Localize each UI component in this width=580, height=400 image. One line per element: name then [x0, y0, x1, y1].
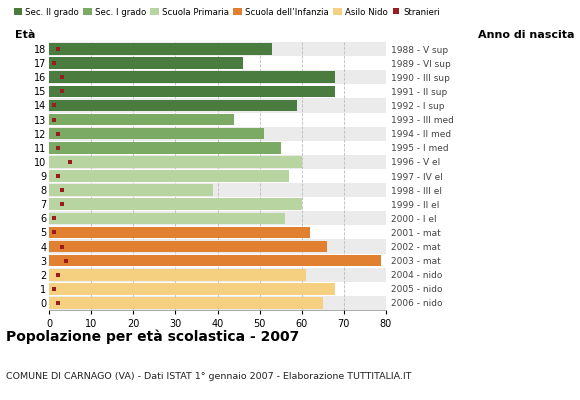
- Text: Popolazione per età scolastica - 2007: Popolazione per età scolastica - 2007: [6, 330, 299, 344]
- Bar: [49, 211, 386, 225]
- Bar: [49, 155, 386, 169]
- Bar: [49, 183, 386, 197]
- Bar: [49, 156, 302, 168]
- Bar: [49, 240, 386, 254]
- Bar: [49, 72, 335, 83]
- Bar: [49, 127, 386, 141]
- Bar: [49, 227, 310, 238]
- Bar: [49, 269, 306, 280]
- Bar: [49, 57, 243, 69]
- Bar: [49, 70, 386, 84]
- Bar: [49, 212, 285, 224]
- Bar: [49, 42, 386, 56]
- Text: COMUNE DI CARNAGO (VA) - Dati ISTAT 1° gennaio 2007 - Elaborazione TUTTITALIA.IT: COMUNE DI CARNAGO (VA) - Dati ISTAT 1° g…: [6, 372, 411, 381]
- Text: Età: Età: [14, 30, 35, 40]
- Bar: [49, 86, 335, 97]
- Bar: [49, 98, 386, 112]
- Bar: [49, 56, 386, 70]
- Bar: [49, 283, 335, 295]
- Bar: [49, 198, 302, 210]
- Bar: [49, 170, 289, 182]
- Bar: [49, 100, 298, 111]
- Bar: [49, 43, 272, 55]
- Bar: [49, 184, 213, 196]
- Bar: [49, 197, 386, 211]
- Bar: [49, 225, 386, 240]
- Bar: [49, 128, 264, 140]
- Text: Anno di nascita: Anno di nascita: [478, 30, 574, 40]
- Bar: [49, 255, 382, 266]
- Bar: [49, 282, 386, 296]
- Bar: [49, 169, 386, 183]
- Bar: [49, 142, 281, 154]
- Legend: Sec. II grado, Sec. I grado, Scuola Primaria, Scuola dell’Infanzia, Asilo Nido, : Sec. II grado, Sec. I grado, Scuola Prim…: [10, 4, 444, 20]
- Bar: [49, 268, 386, 282]
- Bar: [49, 114, 234, 125]
- Bar: [49, 84, 386, 98]
- Bar: [49, 297, 322, 309]
- Bar: [49, 112, 386, 127]
- Bar: [49, 296, 386, 310]
- Bar: [49, 241, 327, 252]
- Bar: [49, 254, 386, 268]
- Bar: [49, 141, 386, 155]
